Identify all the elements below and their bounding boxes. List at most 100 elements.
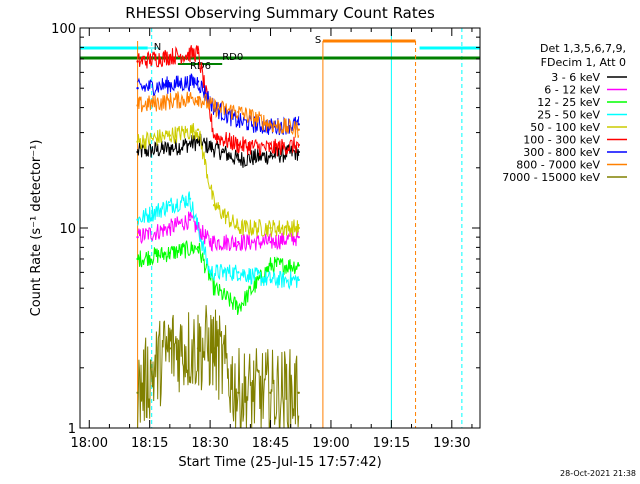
series-line bbox=[137, 240, 300, 316]
data-point bbox=[168, 83, 172, 86]
data-point bbox=[297, 278, 300, 282]
legend-header: Det 1,3,5,6,7,9, bbox=[540, 42, 626, 55]
data-point bbox=[212, 287, 216, 290]
data-point bbox=[168, 226, 172, 230]
y-tick-label: 1 bbox=[68, 422, 76, 437]
series-line bbox=[137, 305, 300, 428]
timestamp: 28-Oct-2021 21:38 bbox=[560, 469, 636, 478]
data-point bbox=[297, 226, 300, 230]
data-point bbox=[168, 55, 172, 58]
y-tick-label: 100 bbox=[51, 22, 76, 37]
data-point bbox=[136, 235, 139, 239]
data-point bbox=[168, 100, 172, 103]
x-tick-label: 18:15 bbox=[131, 436, 168, 451]
data-point bbox=[196, 80, 200, 83]
data-point bbox=[269, 278, 272, 282]
series-line bbox=[137, 191, 300, 290]
series-line bbox=[137, 91, 300, 138]
x-tick-label: 18:45 bbox=[252, 436, 289, 451]
data-point bbox=[269, 391, 272, 394]
data-point bbox=[237, 143, 240, 147]
data-point bbox=[168, 147, 172, 150]
legend-label: 12 - 25 keV bbox=[537, 96, 600, 109]
data-point bbox=[269, 147, 272, 150]
data-point bbox=[168, 347, 172, 350]
data-point bbox=[297, 150, 300, 154]
data-point bbox=[136, 257, 139, 261]
data-point bbox=[136, 60, 139, 63]
data-point bbox=[136, 391, 139, 394]
data-point bbox=[196, 128, 200, 131]
data-point bbox=[196, 347, 200, 350]
data-point bbox=[188, 197, 192, 200]
annotation-label: S bbox=[315, 35, 321, 46]
data-point bbox=[269, 264, 272, 267]
data-point bbox=[212, 106, 216, 109]
data-point bbox=[196, 246, 200, 249]
plot-area: N RD6 RD0 S bbox=[80, 28, 480, 428]
annotation-label: N bbox=[154, 42, 161, 53]
data-point bbox=[297, 235, 300, 239]
legend: Det 1,3,5,6,7,9,FDecim 1, Att 0 3 - 6 keV… bbox=[502, 42, 627, 184]
series-line bbox=[137, 73, 300, 136]
data-point bbox=[237, 110, 240, 114]
annotation-label: RD6 bbox=[190, 61, 211, 72]
data-point bbox=[237, 120, 240, 123]
series-line bbox=[137, 122, 300, 237]
data-point bbox=[237, 306, 240, 309]
data-point bbox=[212, 204, 216, 207]
data-point bbox=[220, 150, 224, 154]
data-point bbox=[136, 218, 139, 221]
data-point bbox=[237, 158, 240, 161]
series-line bbox=[137, 45, 300, 157]
x-tick-label: 19:15 bbox=[373, 436, 410, 451]
legend-label: 7000 - 15000 keV bbox=[502, 171, 600, 184]
legend-label: 6 - 12 keV bbox=[544, 84, 600, 97]
data-point bbox=[208, 271, 212, 274]
data-point bbox=[297, 391, 300, 394]
data-point bbox=[269, 123, 272, 126]
data-point bbox=[297, 143, 300, 147]
data-point bbox=[237, 240, 240, 244]
data-point bbox=[237, 391, 240, 394]
legend-label: 25 - 50 keV bbox=[537, 109, 600, 122]
y-axis-label: Count Rate (s⁻¹ detector⁻¹) bbox=[29, 140, 44, 317]
data-point bbox=[136, 140, 139, 143]
series-line bbox=[137, 133, 300, 168]
data-point bbox=[136, 87, 139, 90]
x-tick-label: 18:30 bbox=[191, 436, 228, 451]
annotation-label: RD0 bbox=[222, 52, 243, 63]
legend-label: 100 - 300 keV bbox=[523, 134, 600, 147]
data-point bbox=[168, 204, 172, 207]
axes: 18:00 18:15 18:30 18:45 19:00 19:15 19:30 1 10 10… bbox=[51, 22, 480, 451]
data-point bbox=[237, 271, 240, 274]
data-point bbox=[269, 226, 272, 230]
x-axis-label: Start Time (25-Jul-15 17:57:42) bbox=[178, 455, 381, 470]
data-point bbox=[212, 134, 216, 137]
data-point bbox=[196, 51, 200, 55]
data-point bbox=[212, 347, 216, 350]
data-point bbox=[136, 150, 139, 154]
data-point bbox=[136, 104, 139, 107]
data-point bbox=[196, 140, 200, 143]
data-point bbox=[168, 251, 172, 255]
data-point bbox=[168, 134, 172, 137]
data-point bbox=[188, 218, 192, 221]
data-point bbox=[297, 128, 300, 131]
x-tick-label: 19:00 bbox=[312, 436, 349, 451]
data-point bbox=[269, 240, 272, 244]
legend-label: 300 - 800 keV bbox=[523, 146, 600, 159]
x-tick-label: 19:30 bbox=[433, 436, 470, 451]
legend-label: 50 - 100 keV bbox=[530, 121, 600, 134]
data-point bbox=[196, 96, 200, 99]
legend-label: 3 - 6 keV bbox=[551, 71, 600, 84]
data-point bbox=[208, 240, 212, 244]
series-line bbox=[137, 211, 300, 252]
legend-label: 800 - 7000 keV bbox=[516, 159, 600, 172]
x-tick-label: 18:00 bbox=[71, 436, 108, 451]
data-point bbox=[269, 154, 272, 157]
legend-header: FDecim 1, Att 0 bbox=[541, 56, 626, 69]
y-tick-label: 10 bbox=[59, 222, 76, 237]
